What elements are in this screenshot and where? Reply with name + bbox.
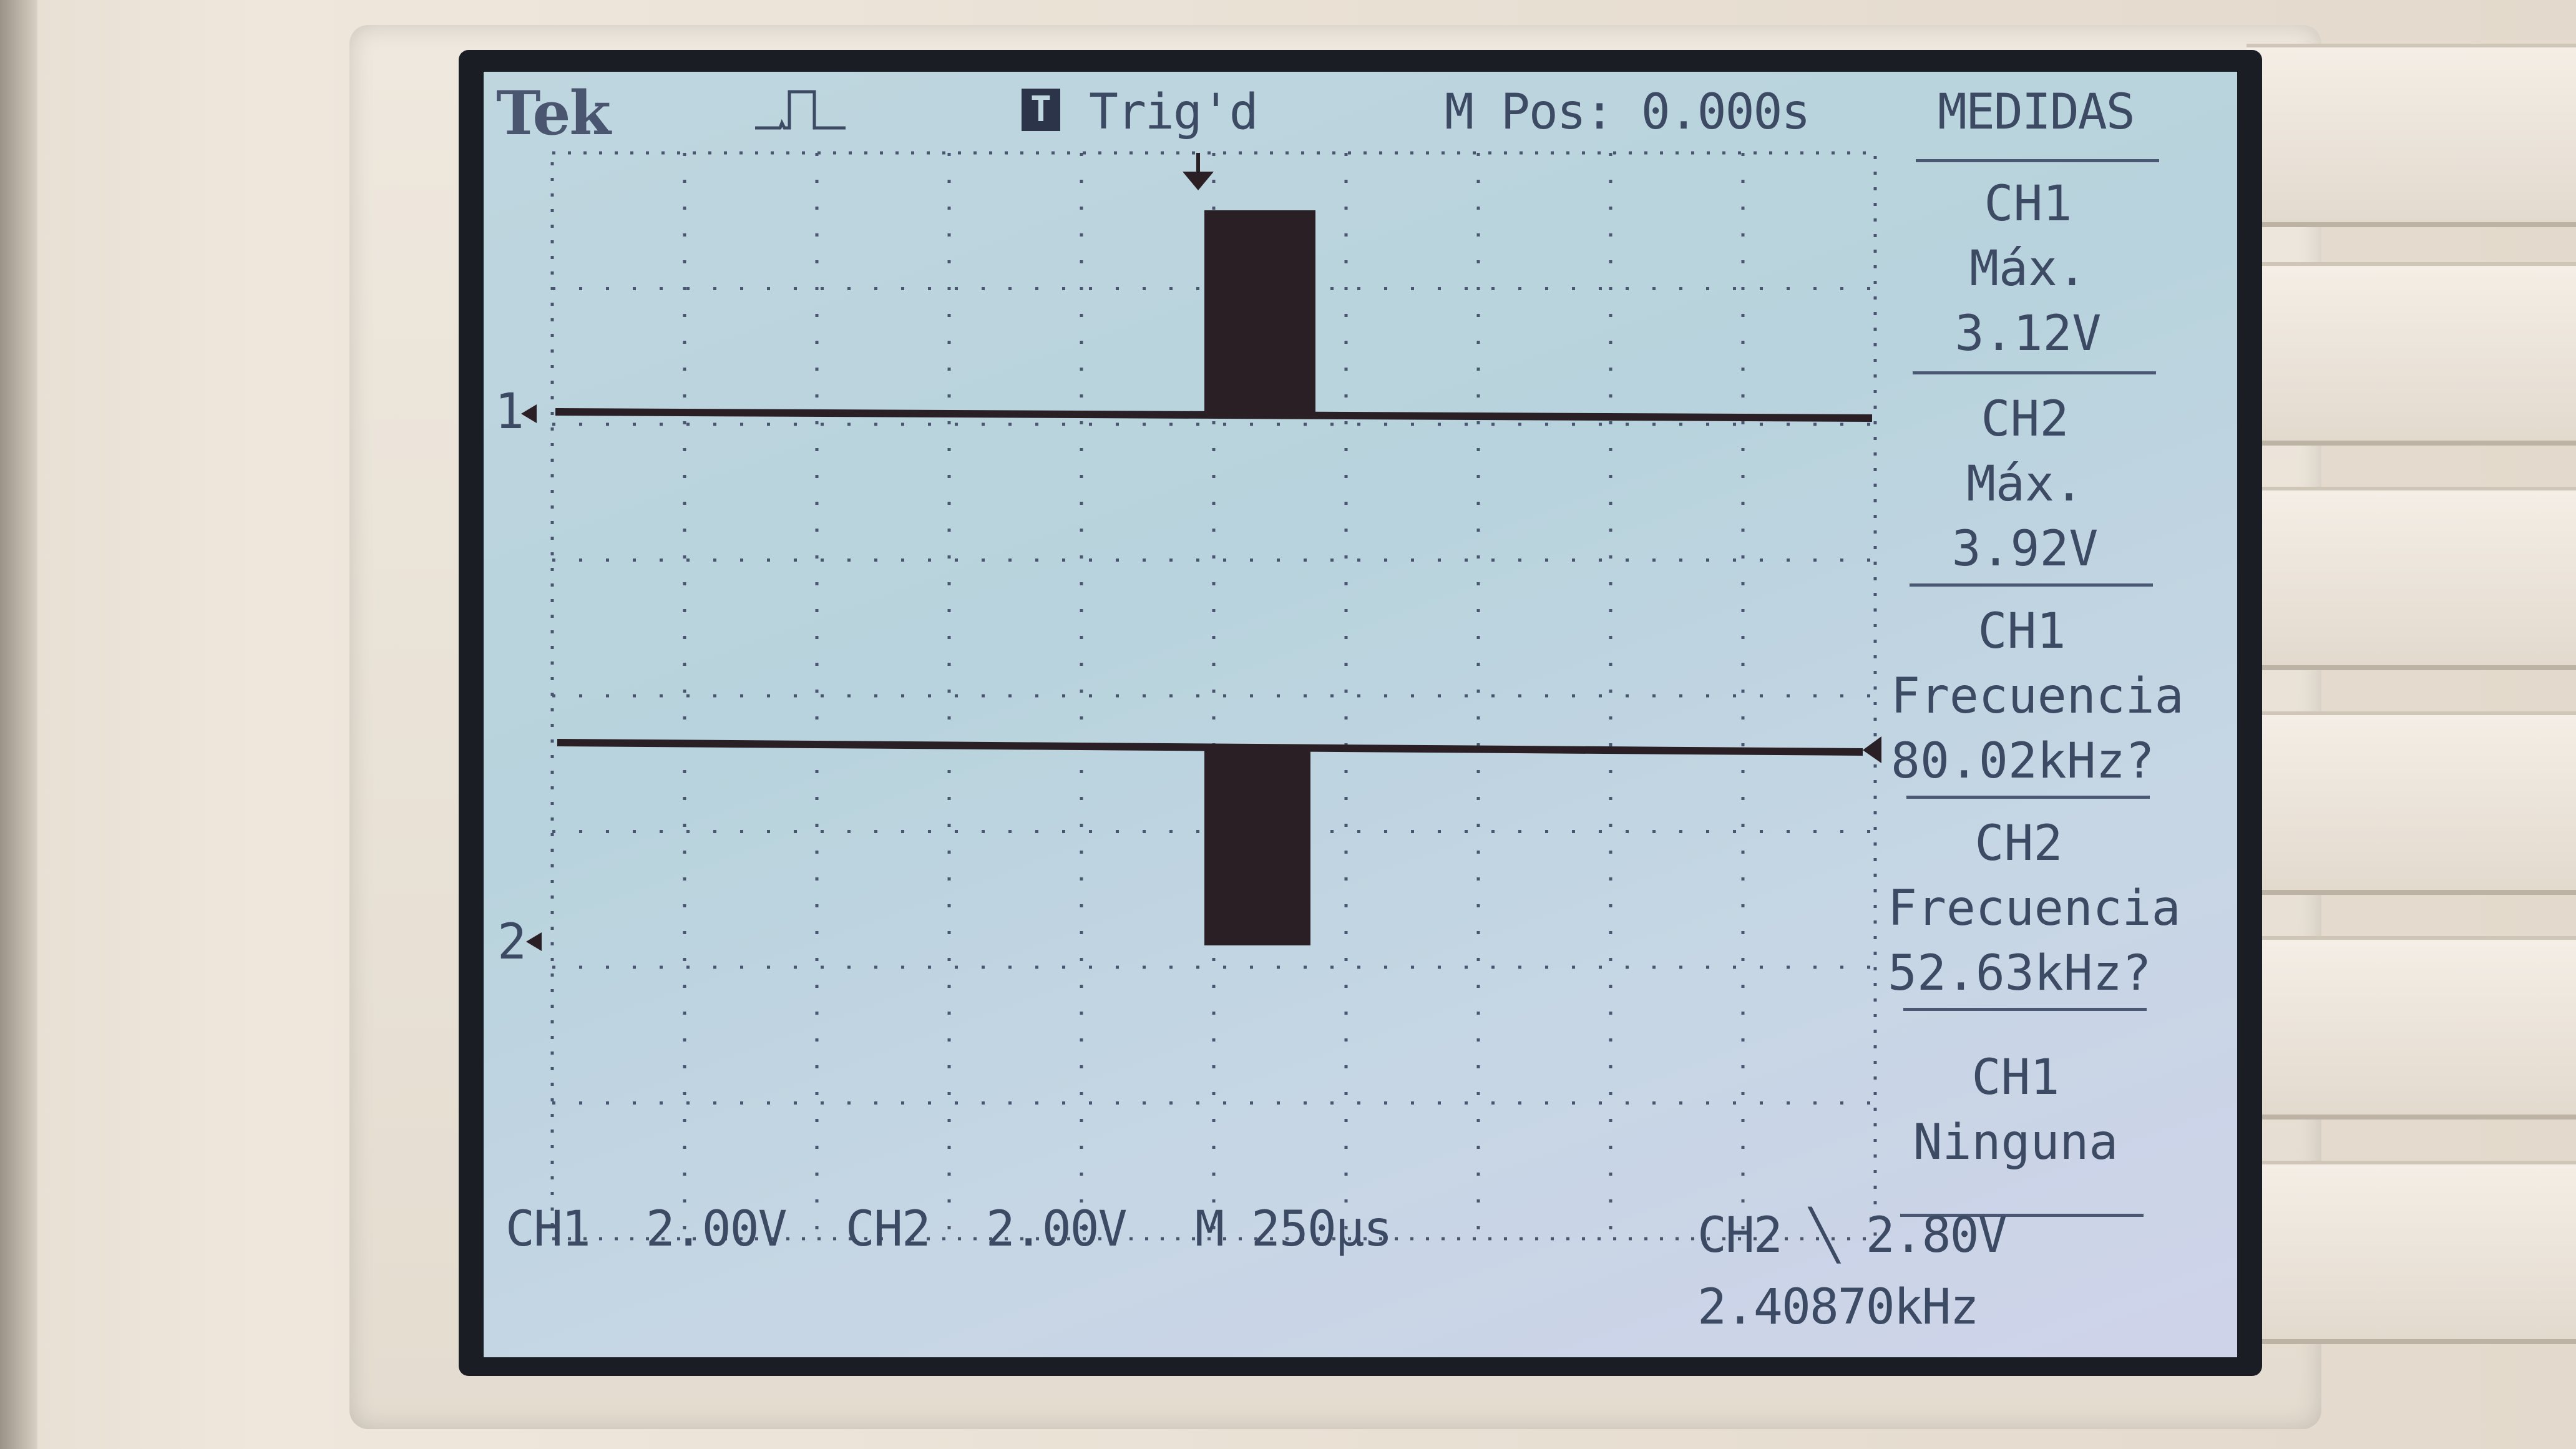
menu-title: MEDIDAS xyxy=(1938,84,2135,140)
ch1-ground-arrow xyxy=(521,404,537,423)
graticule-border xyxy=(550,151,1877,1241)
measurement-channel: CH2 xyxy=(1974,816,2063,872)
timebase-readout: M 250µs xyxy=(1195,1201,1393,1257)
softkey-1[interactable] xyxy=(2247,44,2576,227)
menu-separator xyxy=(1913,371,2156,374)
brand-logo: Tek xyxy=(496,78,611,149)
ch2-volts-per-div: CH2 2.00V xyxy=(846,1201,1128,1257)
measurement-channel: CH2 xyxy=(1981,391,2069,447)
measurement-value: 80.02kHz? xyxy=(1891,733,2155,789)
trigger-status: Trig'd xyxy=(1089,84,1259,140)
menu-separator xyxy=(1906,796,2150,799)
ch2-pulse xyxy=(1204,746,1310,945)
softkey-4[interactable] xyxy=(2247,711,2576,895)
trigger-level-marker xyxy=(1863,736,1881,763)
measurement-type: Ninguna xyxy=(1913,1115,2119,1171)
ch2-ground-arrow xyxy=(526,932,542,951)
ch1-marker-label: 1 xyxy=(495,384,524,440)
grid-dots xyxy=(552,153,1875,1239)
measurement-1: CH1 Máx. 3.12V xyxy=(1897,172,2159,366)
ch1-pulse xyxy=(1204,210,1315,416)
softkey-2[interactable] xyxy=(2247,262,2576,446)
menu-separator xyxy=(1903,1008,2147,1011)
trigger-position-marker xyxy=(1183,172,1214,190)
measurement-value: 3.92V xyxy=(1951,521,2099,577)
softkey-6[interactable] xyxy=(2247,1161,2576,1344)
horizontal-position: M Pos: 0.000s xyxy=(1445,84,1810,140)
measurement-channel: CH1 xyxy=(1978,603,2066,660)
pulse-icon xyxy=(755,90,846,130)
measurement-value: 52.63kHz? xyxy=(1888,945,2152,1002)
menu-separator xyxy=(1916,159,2159,162)
menu-softkeys xyxy=(2247,0,2576,1449)
trigger-badge: T xyxy=(1022,89,1060,131)
ch2-marker-label: 2 xyxy=(497,914,527,970)
measurement-channel: CH1 xyxy=(1971,1050,2060,1106)
trigger-readout: CH2 ╲ 2.80V xyxy=(1697,1208,2008,1264)
measurement-type: Frecuencia xyxy=(1891,668,2184,724)
trigger-frequency: 2.40870kHz xyxy=(1697,1279,1979,1335)
menu-separator xyxy=(1910,583,2153,587)
measurement-channel: CH1 xyxy=(1984,176,2072,232)
measurement-value: 3.12V xyxy=(1954,306,2102,362)
measurement-4: CH2 Frecuencia 52.63kHz? xyxy=(1888,811,2181,1006)
measurement-type: Frecuencia xyxy=(1888,881,2181,937)
bezel-edge xyxy=(0,0,37,1449)
softkey-5[interactable] xyxy=(2247,936,2576,1120)
softkey-3[interactable] xyxy=(2247,487,2576,670)
measurement-5: CH1 Ninguna xyxy=(1885,1045,2147,1175)
measurement-type: Máx. xyxy=(1966,456,2084,512)
measurement-type: Máx. xyxy=(1969,241,2087,297)
menu-separator xyxy=(1900,1214,2144,1217)
lcd-screen: Tek T Trig'd M Pos: 0.000s MEDIDAS 1 2 C… xyxy=(484,72,2237,1357)
measurement-3: CH1 Frecuencia 80.02kHz? xyxy=(1891,599,2184,794)
ch1-volts-per-div: CH1 2.00V xyxy=(505,1201,788,1257)
waveform-graticule xyxy=(521,151,1881,1241)
measurement-2: CH2 Máx. 3.92V xyxy=(1894,387,2156,582)
